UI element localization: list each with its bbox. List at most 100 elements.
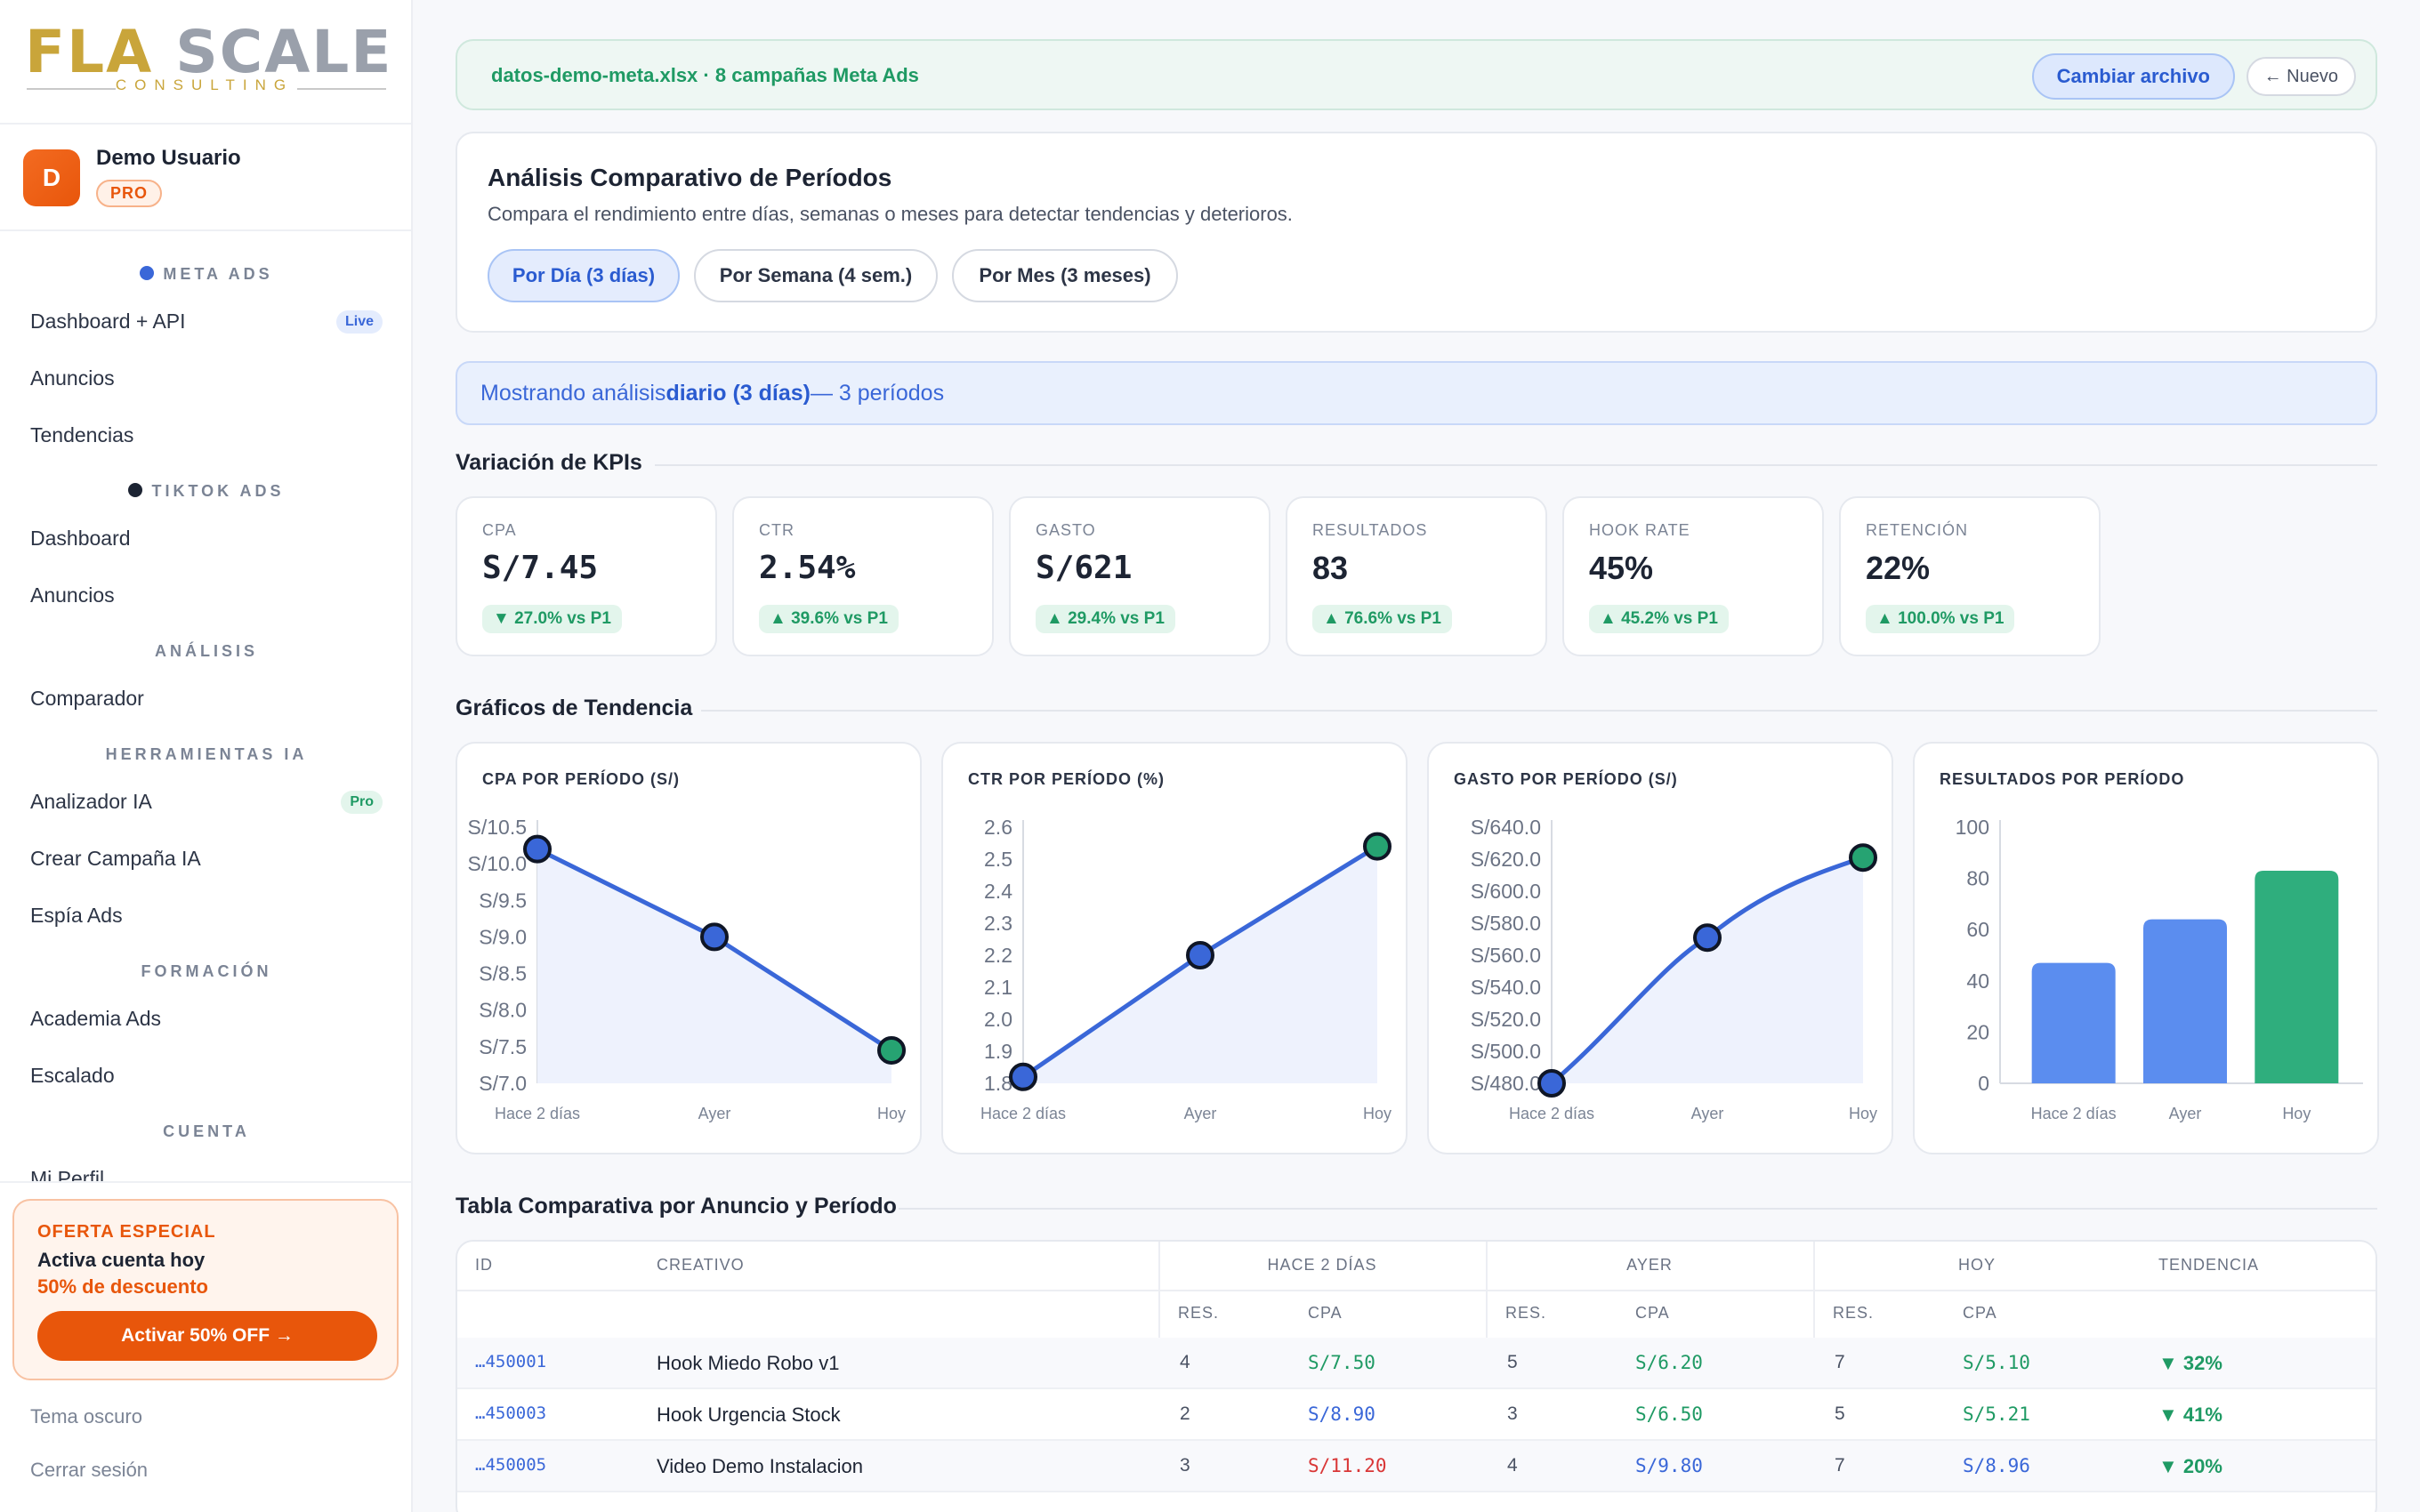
y-tick-label: S/10.0 — [468, 852, 528, 875]
period-week-button[interactable]: Por Semana (4 sem.) — [694, 249, 938, 302]
col-cpa: CPA — [1308, 1304, 1343, 1322]
chart-svg: 2.6 2.5 2.4 2.3 2.2 2.1 2.0 1.9 1.8 Hace 2 días Ay… — [980, 816, 1392, 1122]
sidebar-item-analizador-ia[interactable]: Analizador IA Pro — [30, 781, 383, 822]
kpi-change-badge: ▲ 76.6% vs P1 — [1312, 605, 1452, 633]
data-point-0[interactable] — [1537, 1069, 1566, 1098]
sidebar-item-academia[interactable]: Academia Ads — [30, 1007, 162, 1030]
bar-0[interactable] — [2031, 962, 2116, 1083]
live-badge: Live — [335, 310, 383, 334]
kpi-card-cpa: CPA S/7.45 ▼ 27.0% vs P1 — [456, 496, 717, 656]
period-month-button[interactable]: Por Mes (3 meses) — [952, 249, 1178, 302]
y-tick-label: S/540.0 — [1471, 976, 1541, 999]
cell-c3: S/5.10 — [1963, 1352, 2030, 1373]
cell-r2: 5 — [1507, 1352, 1518, 1372]
kpi-label: RESULTADOS — [1312, 521, 1428, 539]
data-point-0[interactable] — [1009, 1062, 1037, 1091]
section-analisis: ANÁLISIS — [154, 642, 258, 660]
section-tiktok-ads: TIKTOK ADS — [0, 482, 411, 501]
chart-svg: 100 80 60 40 20 0 Hace 2 días Ayer Hoy — [1956, 816, 2363, 1122]
col-res: RES. — [1178, 1304, 1220, 1322]
cell-r3: 7 — [1835, 1352, 1845, 1372]
sidebar-item-anuncios-tiktok[interactable]: Anuncios — [30, 583, 115, 607]
x-tick-label: Hoy — [2282, 1105, 2311, 1122]
table-row[interactable]: …450005 Video Demo Instalacion 3 S/11.20 4 S/… — [457, 1441, 2376, 1492]
y-tick-label: 2.4 — [984, 880, 1012, 903]
plan-badge: PRO — [96, 180, 163, 207]
user-card[interactable]: D Demo Usuario PRO — [0, 126, 411, 231]
x-tick-label: Ayer — [1184, 1105, 1217, 1122]
data-point-1[interactable] — [700, 922, 729, 952]
cell-id[interactable]: …450001 — [475, 1352, 547, 1371]
chart-title: CTR POR PERÍODO (%) — [968, 770, 1166, 788]
logout-link[interactable]: Cerrar sesión — [30, 1459, 149, 1481]
x-tick-label: Hoy — [1363, 1105, 1392, 1122]
section-meta-ads: META ADS — [0, 265, 411, 284]
cell-c2: S/6.50 — [1635, 1403, 1703, 1425]
kpi-label: HOOK RATE — [1589, 521, 1690, 539]
kpi-card-gasto: GASTO S/621 ▲ 29.4% vs P1 — [1009, 496, 1270, 656]
theme-toggle[interactable]: Tema oscuro — [30, 1405, 142, 1428]
y-tick-label: 2.3 — [984, 912, 1012, 935]
kpi-value: 2.54% — [759, 550, 856, 586]
y-tick-label: 100 — [1956, 816, 1989, 839]
sidebar-item-anuncios-meta[interactable]: Anuncios — [30, 366, 115, 390]
y-tick-label: S/580.0 — [1471, 912, 1541, 935]
new-button[interactable]: ← Nuevo — [2246, 57, 2356, 96]
sidebar-item-crear-campana[interactable]: Crear Campaña IA — [30, 847, 201, 870]
kpi-card-resultados: RESULTADOS 83 ▲ 76.6% vs P1 — [1286, 496, 1547, 656]
x-tick-label: Hace 2 días — [980, 1105, 1066, 1122]
chart-resultados: RESULTADOS POR PERÍODO 100 80 60 40 20 0 Hace 2… — [1913, 742, 2379, 1154]
table-row[interactable]: …450003 Hook Urgencia Stock 2 S/8.90 3 S/6.50… — [457, 1389, 2376, 1441]
tiktok-dot-icon — [128, 483, 143, 497]
activate-offer-button[interactable]: Activar 50% OFF → — [37, 1311, 377, 1361]
file-bar: datos-demo-meta.xlsx · 8 campañas Meta A… — [456, 39, 2377, 110]
data-point-2[interactable] — [1849, 843, 1877, 873]
y-tick-label: S/7.5 — [479, 1035, 527, 1058]
cell-trend: ▼ 32% — [2158, 1352, 2222, 1374]
period-day-button[interactable]: Por Día (3 días) — [488, 249, 680, 302]
sidebar-item-escalado[interactable]: Escalado — [30, 1064, 115, 1087]
file-label: datos-demo-meta.xlsx · 8 campañas Meta A… — [491, 64, 919, 86]
data-point-2[interactable] — [1363, 832, 1392, 861]
y-tick-label: S/10.5 — [468, 816, 528, 839]
sidebar-item-dashboard-api[interactable]: Dashboard + API Live — [30, 301, 383, 342]
area-fill — [537, 848, 891, 1083]
x-tick-label: Ayer — [2169, 1105, 2202, 1122]
cell-id[interactable]: …450003 — [475, 1403, 547, 1423]
data-point-1[interactable] — [1693, 923, 1722, 953]
y-tick-label: S/640.0 — [1471, 816, 1541, 839]
sidebar-item-mi-perfil[interactable]: Mi Perfil — [30, 1167, 105, 1183]
kpi-change-badge: ▼ 27.0% vs P1 — [482, 605, 622, 633]
chart-title: RESULTADOS POR PERÍODO — [1940, 770, 2185, 788]
chart-svg: S/640.0 S/620.0 S/600.0 S/580.0 S/560.0 S/540… — [1471, 816, 1877, 1122]
sidebar-item-tendencias[interactable]: Tendencias — [30, 423, 134, 446]
sidebar-item-comparador[interactable]: Comparador — [30, 687, 144, 710]
y-tick-label: 2.1 — [984, 976, 1012, 999]
kpi-change-badge: ▲ 45.2% vs P1 — [1589, 605, 1729, 633]
period-compare-card: Análisis Comparativo de Períodos Compara… — [456, 132, 2377, 333]
brand-logo[interactable]: FLA SCALE CONSULTING — [0, 0, 411, 125]
promo-card: OFERTA ESPECIAL Activa cuenta hoy 50% de… — [12, 1199, 399, 1380]
x-tick-label: Hoy — [877, 1105, 906, 1122]
data-point-2[interactable] — [877, 1035, 906, 1065]
kpi-value: S/621 — [1036, 550, 1133, 586]
y-tick-label: S/500.0 — [1471, 1040, 1541, 1063]
kpi-label: GASTO — [1036, 521, 1096, 539]
change-file-button[interactable]: Cambiar archivo — [2031, 53, 2235, 100]
bar-2[interactable] — [2255, 870, 2339, 1083]
col-ayer: AYER — [1626, 1256, 1673, 1274]
sidebar-item-espia-ads[interactable]: Espía Ads — [30, 904, 123, 927]
data-point-1[interactable] — [1186, 941, 1214, 969]
data-point-0[interactable] — [523, 834, 552, 864]
y-tick-label: 2.5 — [984, 848, 1012, 871]
x-tick-label: Ayer — [698, 1105, 731, 1122]
table-row[interactable]: …450001 Hook Miedo Robo v1 4 S/7.50 5 S/6.20 7… — [457, 1338, 2376, 1389]
sidebar-item-dashboard-tiktok[interactable]: Dashboard — [30, 527, 131, 550]
col-creativo: CREATIVO — [657, 1256, 745, 1274]
cell-id[interactable]: …450005 — [475, 1455, 547, 1475]
cell-r3: 5 — [1835, 1403, 1845, 1424]
y-tick-label: 80 — [1966, 867, 1989, 890]
meta-dot-icon — [140, 266, 155, 280]
area-fill — [1552, 857, 1863, 1083]
bar-1[interactable] — [2143, 919, 2227, 1083]
